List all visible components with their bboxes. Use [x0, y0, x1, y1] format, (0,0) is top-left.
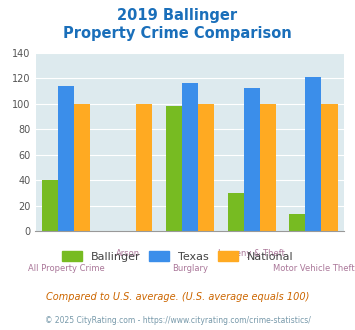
Text: © 2025 CityRating.com - https://www.cityrating.com/crime-statistics/: © 2025 CityRating.com - https://www.city… — [45, 316, 310, 325]
Bar — [136, 104, 152, 231]
Bar — [260, 104, 276, 231]
Bar — [182, 83, 198, 231]
Text: All Property Crime: All Property Crime — [28, 264, 105, 273]
Bar — [305, 77, 322, 231]
Bar — [42, 180, 58, 231]
Text: 2019 Ballinger: 2019 Ballinger — [118, 8, 237, 23]
Bar — [198, 104, 214, 231]
Text: Burglary: Burglary — [172, 264, 208, 273]
Legend: Ballinger, Texas, National: Ballinger, Texas, National — [58, 247, 297, 267]
Text: Compared to U.S. average. (U.S. average equals 100): Compared to U.S. average. (U.S. average … — [46, 292, 309, 302]
Bar — [228, 193, 244, 231]
Text: Arson: Arson — [116, 249, 140, 258]
Bar — [166, 106, 182, 231]
Text: Property Crime Comparison: Property Crime Comparison — [63, 26, 292, 41]
Text: Motor Vehicle Theft: Motor Vehicle Theft — [273, 264, 354, 273]
Text: Larceny & Theft: Larceny & Theft — [218, 249, 285, 258]
Bar — [322, 104, 338, 231]
Bar — [75, 104, 91, 231]
Bar — [58, 86, 75, 231]
Bar — [244, 88, 260, 231]
Bar — [289, 214, 305, 231]
